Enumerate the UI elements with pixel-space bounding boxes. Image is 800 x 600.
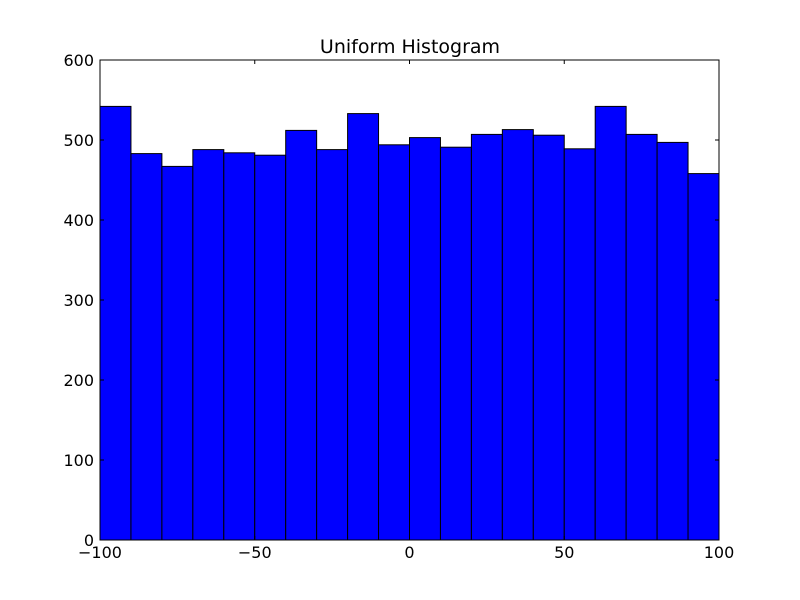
histogram-bar [378,144,410,541]
chart-title: Uniform Histogram [320,36,500,58]
y-tick-label: 200 [63,371,94,390]
y-tick-label: 600 [63,51,94,70]
histogram-bar [532,134,565,541]
histogram-bar [563,148,596,541]
histogram-bar [161,165,194,541]
histogram-bar [687,173,720,541]
histogram-bar [99,105,132,541]
y-tick-label: 0 [84,531,94,550]
bars-group [99,105,720,541]
histogram-bar [470,133,503,541]
y-tick-label: 400 [63,211,94,230]
histogram-bar [192,149,225,541]
histogram-bar [130,153,163,541]
y-tick-label: 300 [63,291,94,310]
histogram-bar [439,146,472,541]
histogram-bar [501,129,534,541]
x-tick-label: −100 [78,543,122,562]
histogram-bar [254,154,287,541]
histogram-bar [347,113,380,541]
plot-frame [99,59,720,541]
histogram-bar [285,129,318,541]
histogram-bar [409,137,441,541]
y-tick-label: 500 [63,131,94,150]
ticks-group: −100 −50 0 50 100 0 100 200 300 400 500 600 [63,51,734,562]
x-tick-label: 100 [704,543,735,562]
histogram-bar [594,105,627,541]
x-tick-label: 50 [554,543,574,562]
histogram-bar [223,152,256,541]
histogram-bar [316,149,349,541]
y-tick-label: 100 [63,451,94,470]
histogram-bar [656,141,689,541]
x-tick-label: −50 [238,543,272,562]
x-tick-label: 0 [404,543,414,562]
histogram-bar [625,133,658,541]
